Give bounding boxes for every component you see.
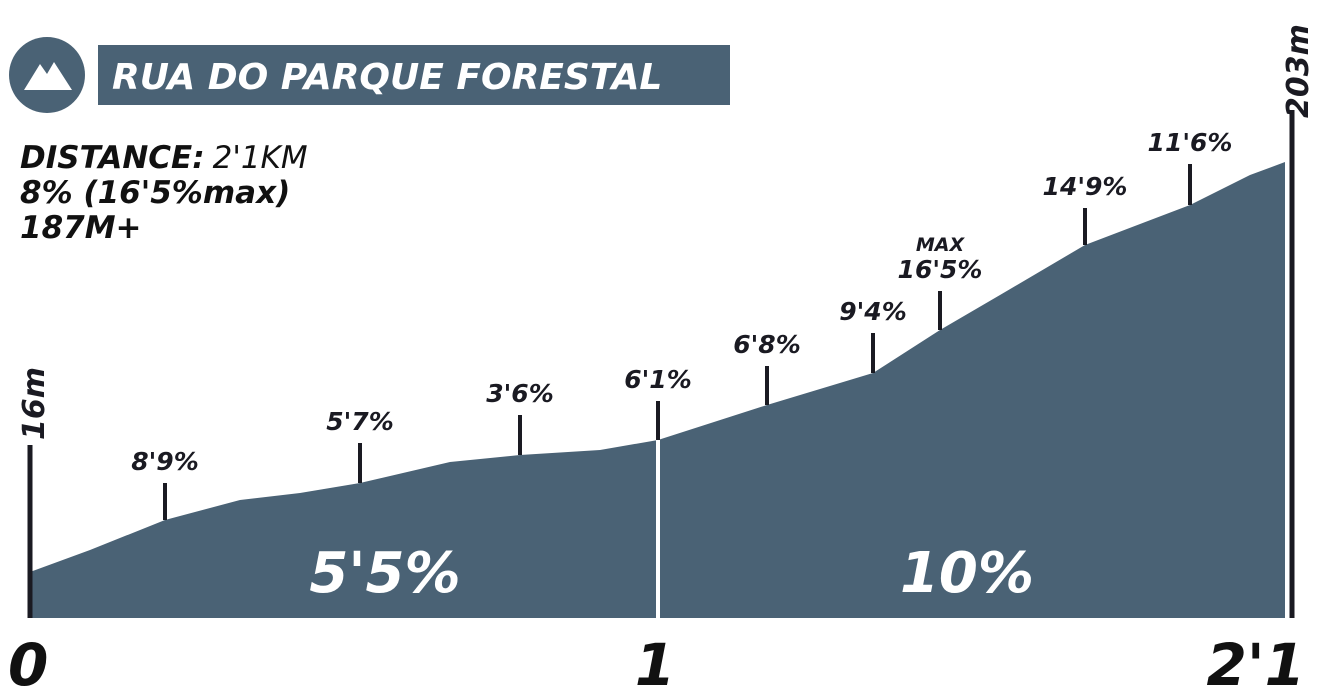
segment-grade: 10%	[900, 541, 1034, 606]
marker-label: 6'8%	[733, 330, 801, 359]
distance: DISTANCE: 2'1KM	[20, 140, 308, 176]
marker-label: 16'5%	[898, 255, 983, 284]
x-label: 0	[8, 631, 48, 693]
marker-label: 9'4%	[839, 297, 907, 326]
start-elevation: 16m	[17, 367, 52, 440]
distance-value: 2'1KM	[213, 140, 308, 176]
marker-label: 14'9%	[1043, 172, 1128, 201]
distance-label: DISTANCE:	[20, 140, 205, 176]
segment-grade: 5'5%	[309, 541, 460, 606]
title: RUA DO PARQUE FORESTAL	[112, 57, 662, 98]
title-box	[98, 45, 730, 105]
marker-note: MAX	[916, 234, 966, 256]
marker-label: 3'6%	[486, 379, 554, 408]
marker-label: 5'7%	[326, 407, 394, 436]
marker-label: 11'6%	[1148, 128, 1233, 157]
end-elevation: 203m	[1281, 24, 1316, 118]
x-label: 2'1	[1207, 631, 1305, 693]
gain: 187M+	[20, 210, 142, 246]
profile-area	[30, 162, 1285, 618]
marker-label: 8'9%	[131, 447, 199, 476]
grade: 8% (16'5%max)	[20, 175, 290, 211]
marker-label: 6'1%	[624, 365, 692, 394]
mountain-icon-shape	[24, 62, 72, 90]
x-label: 1	[635, 631, 675, 693]
